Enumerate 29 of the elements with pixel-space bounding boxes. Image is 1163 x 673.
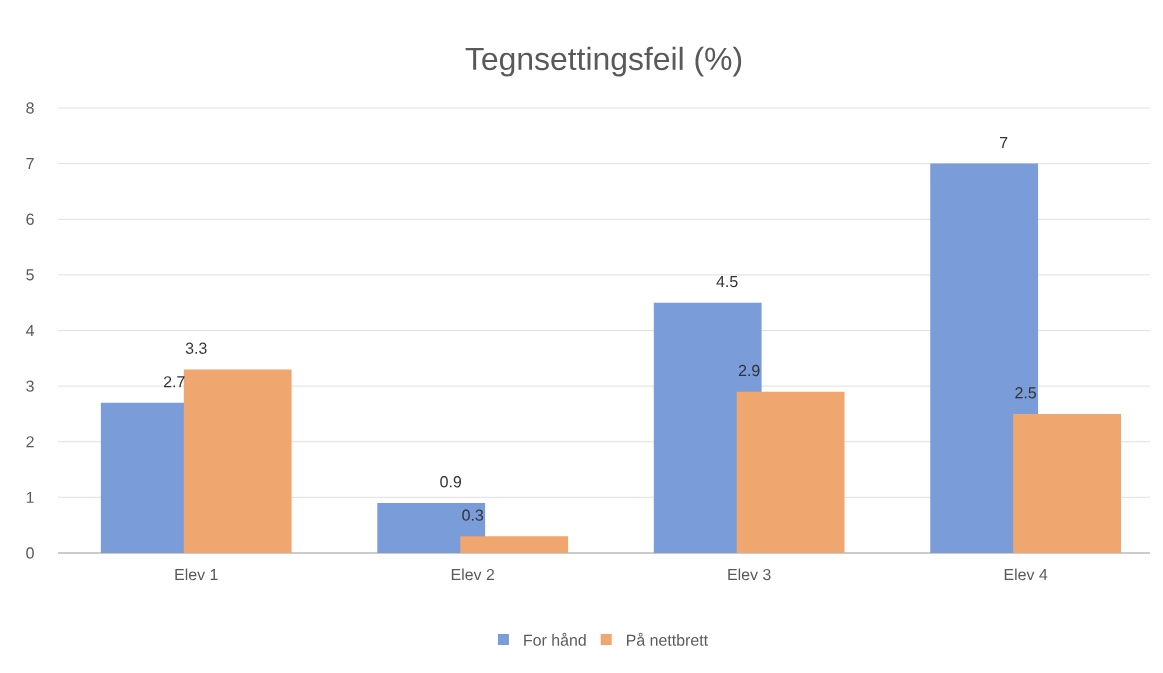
legend-label: På nettbrett — [627, 632, 708, 646]
y-tick-label: 7 — [26, 158, 34, 170]
y-tick-label: 0 — [26, 547, 34, 559]
bar — [377, 502, 486, 553]
data-label: 0.3 — [462, 509, 484, 521]
data-label: 0.9 — [440, 476, 462, 488]
y-tick-label: 6 — [26, 213, 34, 225]
bar — [1013, 413, 1121, 553]
x-tick-label: Elev 1 — [175, 568, 218, 581]
y-tick-label: 5 — [26, 269, 34, 281]
x-tick-label: Elev 2 — [451, 568, 495, 581]
y-tick-label: 4 — [25, 325, 35, 336]
data-label: 7 — [1000, 137, 1008, 149]
data-label: 4.5 — [716, 276, 738, 288]
data-label: 2.5 — [1015, 387, 1037, 399]
bar — [183, 369, 292, 553]
y-tick-label: 2 — [26, 436, 34, 448]
data-label: 2.9 — [738, 364, 760, 377]
bar — [736, 391, 845, 553]
data-label: 3.3 — [185, 342, 207, 354]
legend-label: For hånd — [524, 632, 586, 646]
bar — [460, 536, 569, 553]
bar — [930, 163, 1039, 553]
y-tick-label: 8 — [26, 102, 34, 114]
y-tick-label: 1 — [26, 491, 34, 503]
x-tick-label: Elev 4 — [1004, 568, 1048, 581]
chart-title: Tegnsettingsfeil (%) — [465, 46, 742, 77]
y-tick-label: 3 — [26, 380, 34, 392]
x-tick-label: Elev 3 — [728, 568, 771, 581]
